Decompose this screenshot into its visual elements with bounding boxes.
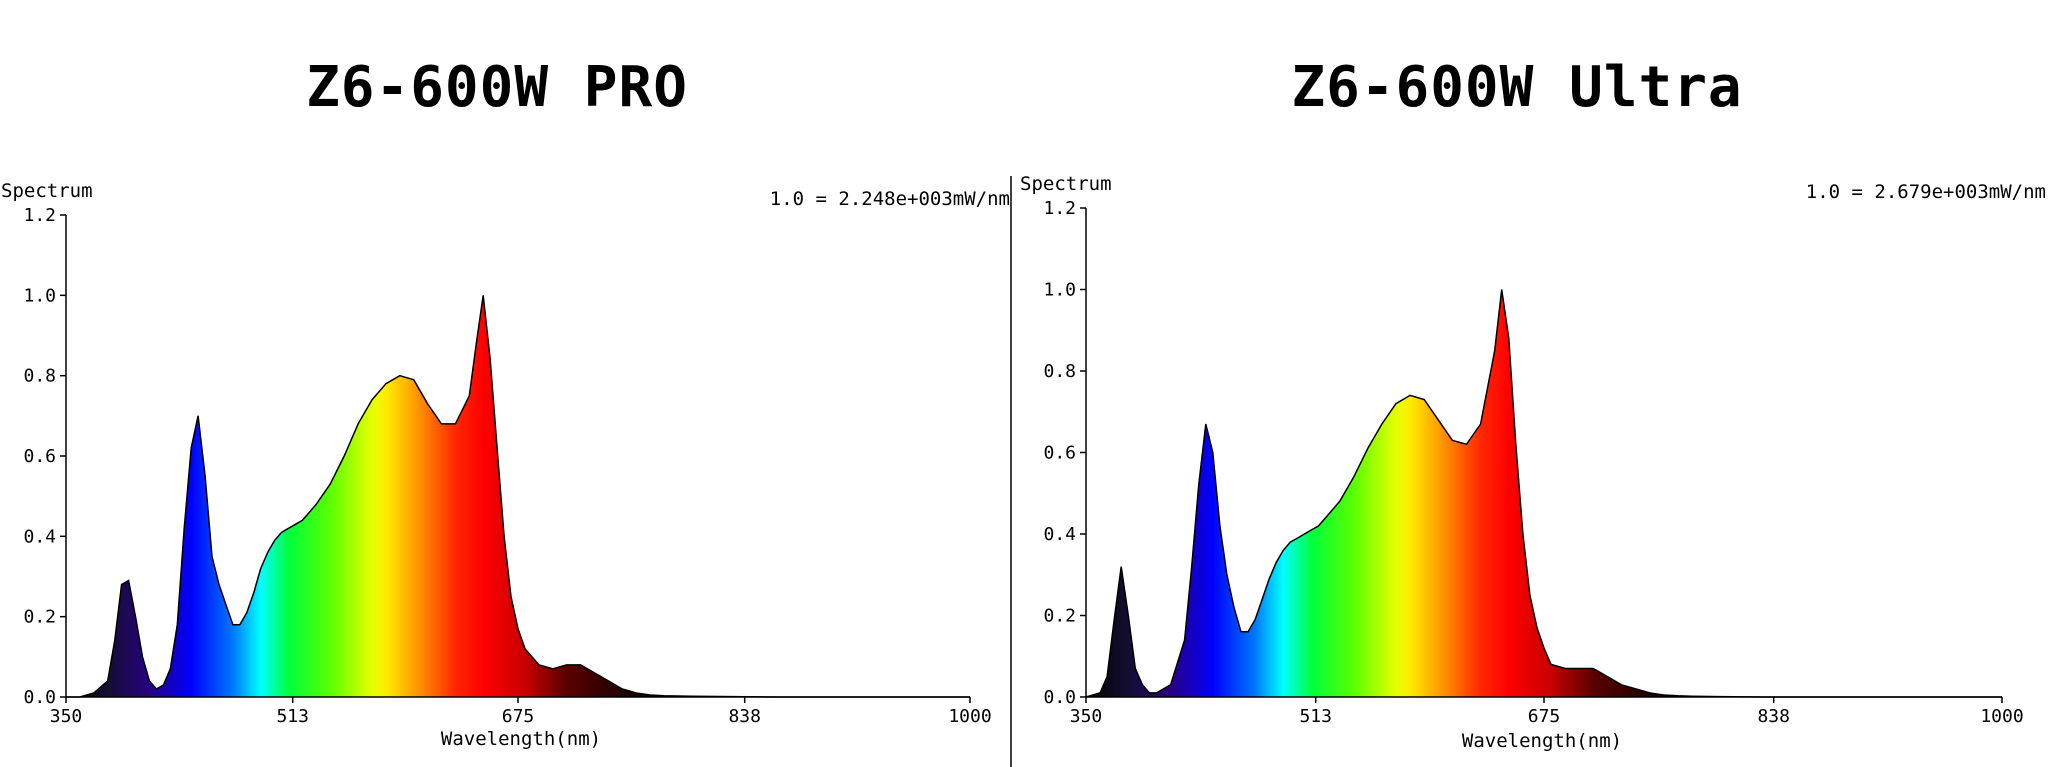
- chart-1: 0.0 0.2 0.4 0.6 0.8 1.0 1.2 350 513 675 838 1000 Sp…: [1, 180, 1010, 750]
- y-tick-label: 0.4: [23, 526, 56, 547]
- x-tick-label: 1000: [1980, 706, 2023, 727]
- y-tick-label: 0.2: [23, 607, 56, 628]
- y-tick-label: 1.2: [1043, 198, 1076, 219]
- chart-1-axes: 0.0 0.2 0.4 0.6 0.8 1.0 1.2 350 513 675 838 1000: [23, 205, 991, 727]
- x-tick-label: 350: [1070, 706, 1103, 727]
- y-tick-label: 0.8: [23, 366, 56, 387]
- chart-2-spectrum-line: [1085, 289, 2002, 698]
- chart-2-annotation: 1.0 = 2.679e+003mW/nm: [1806, 181, 2046, 203]
- x-tick-label: 513: [276, 706, 309, 727]
- x-tick-label: 838: [728, 706, 761, 727]
- chart-1-spectrum-area: [66, 295, 970, 697]
- y-tick-label: 1.2: [23, 205, 56, 226]
- x-tick-label: 838: [1757, 706, 1790, 727]
- chart-2-spectrum-area: [1086, 289, 2002, 697]
- x-tick-label: 675: [502, 706, 535, 727]
- x-tick-label: 1000: [948, 706, 991, 727]
- y-tick-label: 0.4: [1043, 524, 1076, 545]
- y-tick-label: 0.2: [1043, 606, 1076, 627]
- y-tick-label: 1.0: [1043, 280, 1076, 301]
- y-tick-label: 0.8: [1043, 361, 1076, 382]
- chart-2-axes: 0.0 0.2 0.4 0.6 0.8 1.0 1.2 350 513 675 838 1000: [1043, 198, 2023, 727]
- y-tick-label: 0.6: [1043, 443, 1076, 464]
- y-tick-label: 0.6: [23, 446, 56, 467]
- chart-1-ylabel: Spectrum: [1, 180, 93, 202]
- chart-2: 0.0 0.2 0.4 0.6 0.8 1.0 1.2 350 513 675 838 1000 Sp…: [1020, 173, 2046, 752]
- x-tick-label: 675: [1528, 706, 1561, 727]
- chart-2-ylabel: Spectrum: [1020, 173, 1112, 195]
- y-tick-label: 0.0: [1043, 687, 1076, 708]
- chart-1-title: Z6-600W PRO: [306, 55, 688, 120]
- chart-1-spectrum-line: [66, 295, 970, 698]
- x-tick-label: 350: [50, 706, 83, 727]
- y-tick-label: 0.0: [23, 687, 56, 708]
- chart-2-xlabel: Wavelength(nm): [1462, 730, 1622, 752]
- chart-2-title: Z6-600W Ultra: [1291, 55, 1743, 120]
- x-tick-label: 513: [1299, 706, 1332, 727]
- y-tick-label: 1.0: [23, 285, 56, 306]
- chart-1-annotation: 1.0 = 2.248e+003mW/nm: [770, 188, 1010, 210]
- chart-1-xlabel: Wavelength(nm): [441, 728, 601, 750]
